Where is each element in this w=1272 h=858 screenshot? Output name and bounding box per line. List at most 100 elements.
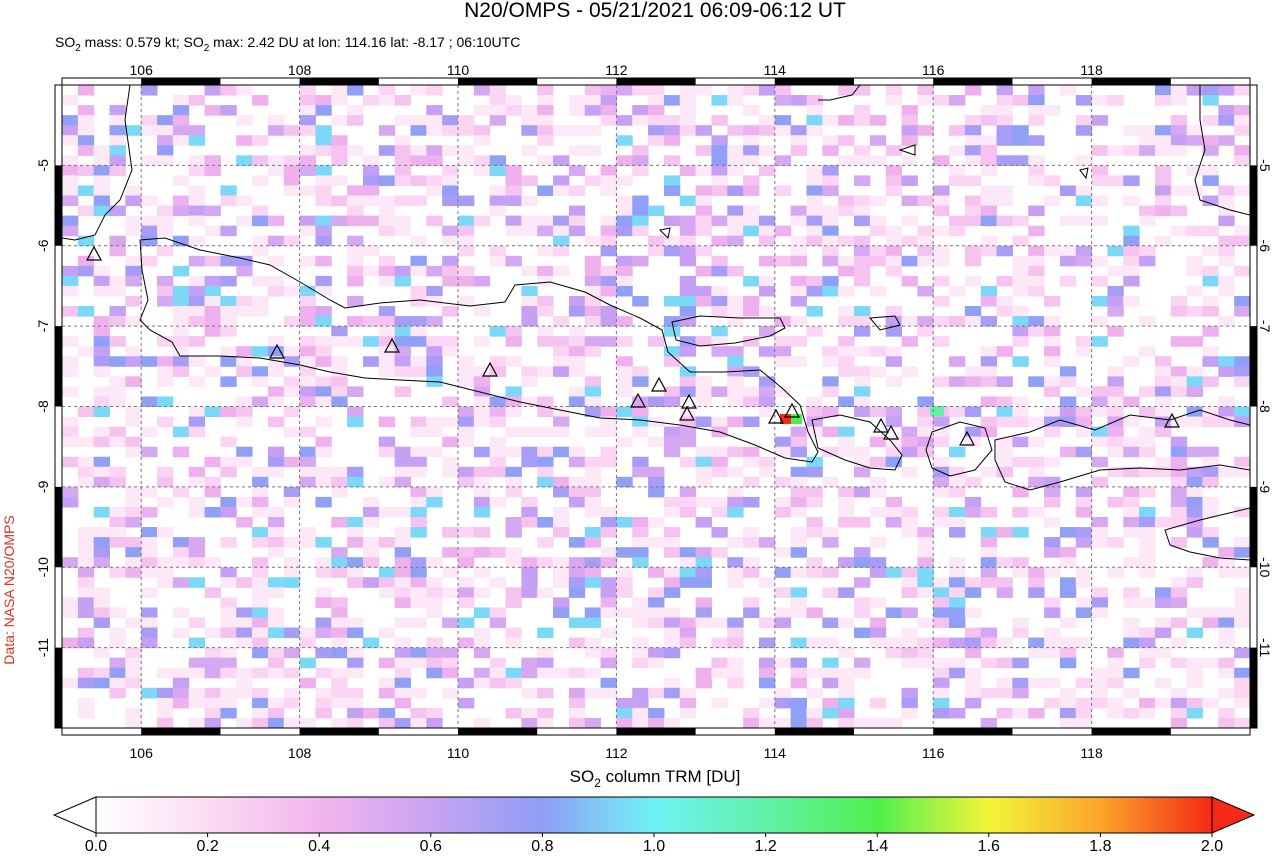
so2-pixel [663,607,681,618]
so2-pixel [394,476,411,488]
so2-pixel [77,667,95,679]
so2-pixel [473,336,491,347]
so2-pixel [537,657,554,669]
so2-pixel [410,446,427,458]
so2-pixel [568,125,586,136]
so2-pixel [109,466,126,478]
so2-pixel [885,637,903,649]
so2-pixel [77,587,95,598]
so2-pixel [822,185,839,197]
so2-pixel [806,115,823,126]
so2-pixel [426,667,443,679]
so2-pixel [252,396,269,407]
so2-pixel [996,295,1013,307]
so2-pixel [188,356,206,367]
so2-pixel [806,195,823,207]
so2-pixel [1028,436,1045,448]
so2-pixel [1044,486,1061,498]
so2-pixel [1107,145,1124,156]
so2-pixel [347,185,364,197]
so2-pixel [727,496,744,508]
so2-pixel [1123,145,1140,156]
so2-pixel [378,567,396,578]
so2-pixel [616,275,633,287]
so2-pixel [1075,95,1093,106]
so2-pixel [172,627,190,639]
so2-pixel [315,125,332,136]
so2-pixel [1028,175,1045,186]
so2-pixel [1028,85,1045,96]
subtitle-sub: 2 [75,43,81,54]
so2-pixel [1059,255,1077,267]
so2-pixel [172,115,190,126]
so2-pixel [220,537,237,548]
so2-pixel [204,306,221,317]
so2-pixel [838,717,855,728]
so2-pixel [1234,115,1250,126]
so2-pixel [521,215,538,227]
so2-pixel [949,316,966,327]
so2-pixel [1154,175,1172,186]
so2-pixel [854,175,871,186]
so2-pixel [378,275,396,287]
so2-pixel [996,436,1013,448]
so2-pixel [157,125,174,136]
so2-pixel [1012,617,1029,629]
so2-pixel [220,376,237,387]
so2-pixel [758,215,776,227]
so2-pixel [553,245,570,257]
so2-pixel [933,687,950,699]
so2-pixel [442,175,459,186]
so2-pixel [600,577,617,588]
so2-pixel [901,215,918,227]
so2-pixel [172,306,190,317]
so2-pixel [489,677,507,689]
so2-pixel [1154,416,1172,428]
so2-pixel [774,697,792,709]
so2-pixel [949,517,966,528]
so2-pixel [663,567,681,578]
so2-pixel [774,255,792,267]
so2-pixel [220,326,237,337]
so2-pixel [458,597,475,608]
so2-pixel [1139,466,1156,478]
so2-pixel [933,577,950,588]
so2-pixel [964,205,982,217]
so2-pixel [1234,466,1250,478]
so2-pixel [1234,366,1250,377]
so2-pixel [885,446,903,458]
so2-pixel [1044,326,1061,337]
so2-pixel [1012,125,1029,136]
so2-pixel [252,527,269,538]
so2-pixel [806,285,823,297]
so2-pixel [632,647,649,659]
so2-pixel [378,436,396,448]
colorbar-low-arrow [52,796,97,834]
so2-pixel [790,466,807,478]
so2-pixel [537,456,554,468]
sumbawa-coast [994,409,1250,491]
so2-pixel [537,426,554,438]
x-tick-label: 106 [130,62,154,78]
so2-pixel [584,426,602,438]
so2-pixel [1075,115,1093,126]
so2-pixel [521,306,538,317]
so2-pixel [77,105,95,116]
so2-pixel [1186,476,1203,488]
so2-pixel [980,426,998,438]
so2-pixel [442,466,459,478]
so2-pixel [1075,215,1093,227]
so2-pixel [711,145,728,156]
so2-pixel [1170,456,1188,468]
so2-pixel [125,707,142,719]
so2-pixel [252,306,269,317]
so2-pixel [1139,125,1156,136]
so2-pixel [1028,115,1045,126]
so2-pixel [1028,677,1045,689]
so2-pixel [758,667,776,679]
so2-pixel [172,95,190,106]
so2-pixel [505,627,522,639]
so2-pixel [854,115,871,126]
so2-pixel [299,446,316,458]
so2-pixel [806,185,823,197]
